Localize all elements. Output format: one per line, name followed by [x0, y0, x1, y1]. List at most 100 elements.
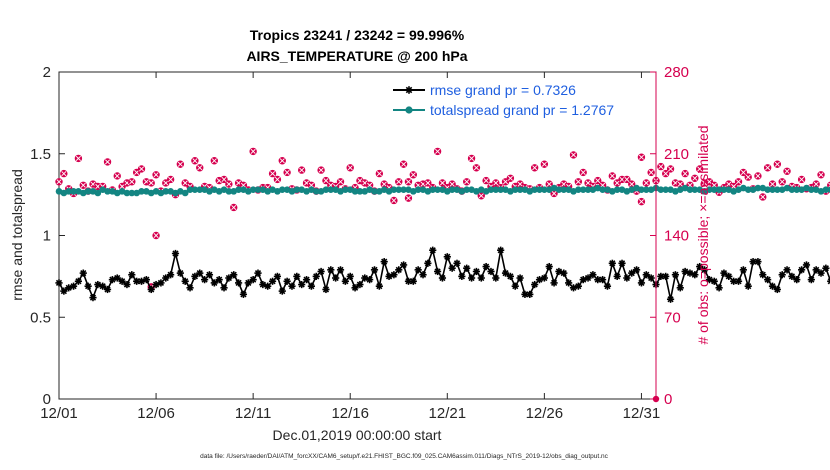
- obs-count-point: [268, 169, 277, 178]
- totalspread-point: [575, 186, 582, 194]
- totalspread-point: [536, 186, 543, 194]
- rmse-point: [768, 282, 777, 290]
- totalspread-point: [249, 186, 257, 194]
- left-y-axis: 0 0.5 1 1.5 2: [30, 64, 65, 408]
- obs-count-point: [812, 180, 820, 188]
- totalspread-point: [715, 186, 723, 194]
- obs-count-point: [550, 189, 558, 198]
- totalspread-point: [744, 186, 752, 194]
- totalspread-point: [128, 189, 136, 197]
- legend-box: [390, 78, 652, 123]
- rmse-point: [482, 262, 490, 271]
- obs-count-point: [530, 164, 539, 172]
- rmse-point: [725, 272, 733, 280]
- legend-rmse-label: rmse grand pr = 0.7326: [430, 82, 576, 98]
- totalspread-point: [511, 186, 519, 194]
- obs-count-point: [438, 179, 447, 187]
- totalspread-point: [65, 188, 73, 195]
- rmse-point: [506, 272, 514, 280]
- totalspread-point: [808, 186, 815, 194]
- obs-count-point: [132, 168, 141, 177]
- rmse-point: [55, 279, 63, 287]
- obs-count-point: [196, 164, 204, 172]
- rmse-point: [798, 266, 806, 274]
- obs-count-point: [230, 203, 238, 212]
- obs-count-point: [574, 178, 583, 186]
- rmse-point: [147, 285, 155, 294]
- totalspread-point: [774, 186, 781, 194]
- rmse-point: [113, 274, 121, 282]
- obs-count-point: [113, 172, 121, 180]
- obs-count-point: [691, 174, 699, 182]
- rmse-point: [744, 282, 752, 290]
- obs-count-point: [390, 196, 398, 205]
- right-y-tick-label: 0: [664, 391, 672, 408]
- totalspread-point: [754, 184, 762, 192]
- rmse-point: [574, 282, 582, 290]
- rmse-point: [550, 279, 558, 287]
- rmse-point: [526, 290, 534, 298]
- totalspread-point: [448, 186, 456, 194]
- totalspread-series: [55, 184, 830, 197]
- obs-count-point: [676, 180, 684, 188]
- rmse-point: [793, 276, 801, 284]
- rmse-point: [69, 282, 78, 290]
- rmse-point: [637, 279, 646, 287]
- rmse-point: [317, 267, 325, 276]
- totalspread-point: [599, 186, 606, 194]
- obs-count-point: [744, 173, 752, 181]
- obs-count-point: [657, 162, 665, 171]
- totalspread-point: [492, 186, 500, 194]
- obs-count-point: [297, 166, 306, 174]
- obs-count-point: [584, 179, 592, 187]
- rmse-point: [778, 271, 786, 279]
- rmse-point: [162, 274, 170, 282]
- rmse-point: [560, 269, 568, 277]
- totalspread-point: [769, 186, 776, 194]
- rmse-point: [167, 271, 175, 279]
- rmse-point: [288, 282, 296, 290]
- obs-count-point: [754, 172, 762, 180]
- totalspread-point: [342, 186, 349, 194]
- rmse-point: [118, 277, 126, 285]
- rmse-point: [433, 267, 442, 276]
- rmse-point: [351, 284, 359, 292]
- left-y-tick-label: 1: [43, 228, 51, 245]
- obs-count-point: [322, 176, 330, 185]
- totalspread-point: [327, 186, 335, 194]
- rmse-point: [545, 262, 553, 271]
- obs-count-point: [540, 160, 549, 168]
- rmse-point: [176, 269, 184, 277]
- obs-count-point: [817, 171, 825, 179]
- right-y-tick-label: 70: [664, 309, 681, 326]
- obs-count-point: [317, 166, 325, 174]
- totalspread-point: [225, 188, 233, 195]
- rmse-point: [196, 269, 204, 277]
- totalspread-point: [516, 186, 524, 194]
- totalspread-point: [278, 186, 286, 194]
- left-y-axis-label: rmse and totalspread: [9, 169, 25, 301]
- totalspread-point: [638, 186, 645, 194]
- rmse-point: [201, 276, 209, 284]
- totalspread-point: [94, 189, 102, 197]
- obs-count-point: [273, 175, 282, 184]
- rmse-point: [336, 266, 345, 274]
- obs-count-point: [642, 179, 650, 187]
- obs-count-point: [647, 168, 655, 177]
- rmse-point: [647, 274, 655, 282]
- obs-count-point: [637, 197, 646, 206]
- rmse-point: [603, 282, 612, 290]
- obs-count-point: [249, 147, 257, 156]
- rmse-point: [671, 271, 680, 279]
- rmse-point: [472, 267, 481, 276]
- obs-count-point: [220, 175, 228, 184]
- rmse-point: [215, 276, 223, 284]
- obs-count-point: [404, 194, 413, 202]
- legend: rmse grand pr = 0.7326 totalspread grand…: [390, 78, 652, 123]
- obs-count-point: [375, 169, 384, 178]
- obs-count-point: [463, 178, 471, 186]
- rmse-point: [642, 271, 650, 279]
- rmse-point: [812, 266, 820, 274]
- totalspread-point: [710, 186, 718, 194]
- totalspread-point: [434, 186, 441, 194]
